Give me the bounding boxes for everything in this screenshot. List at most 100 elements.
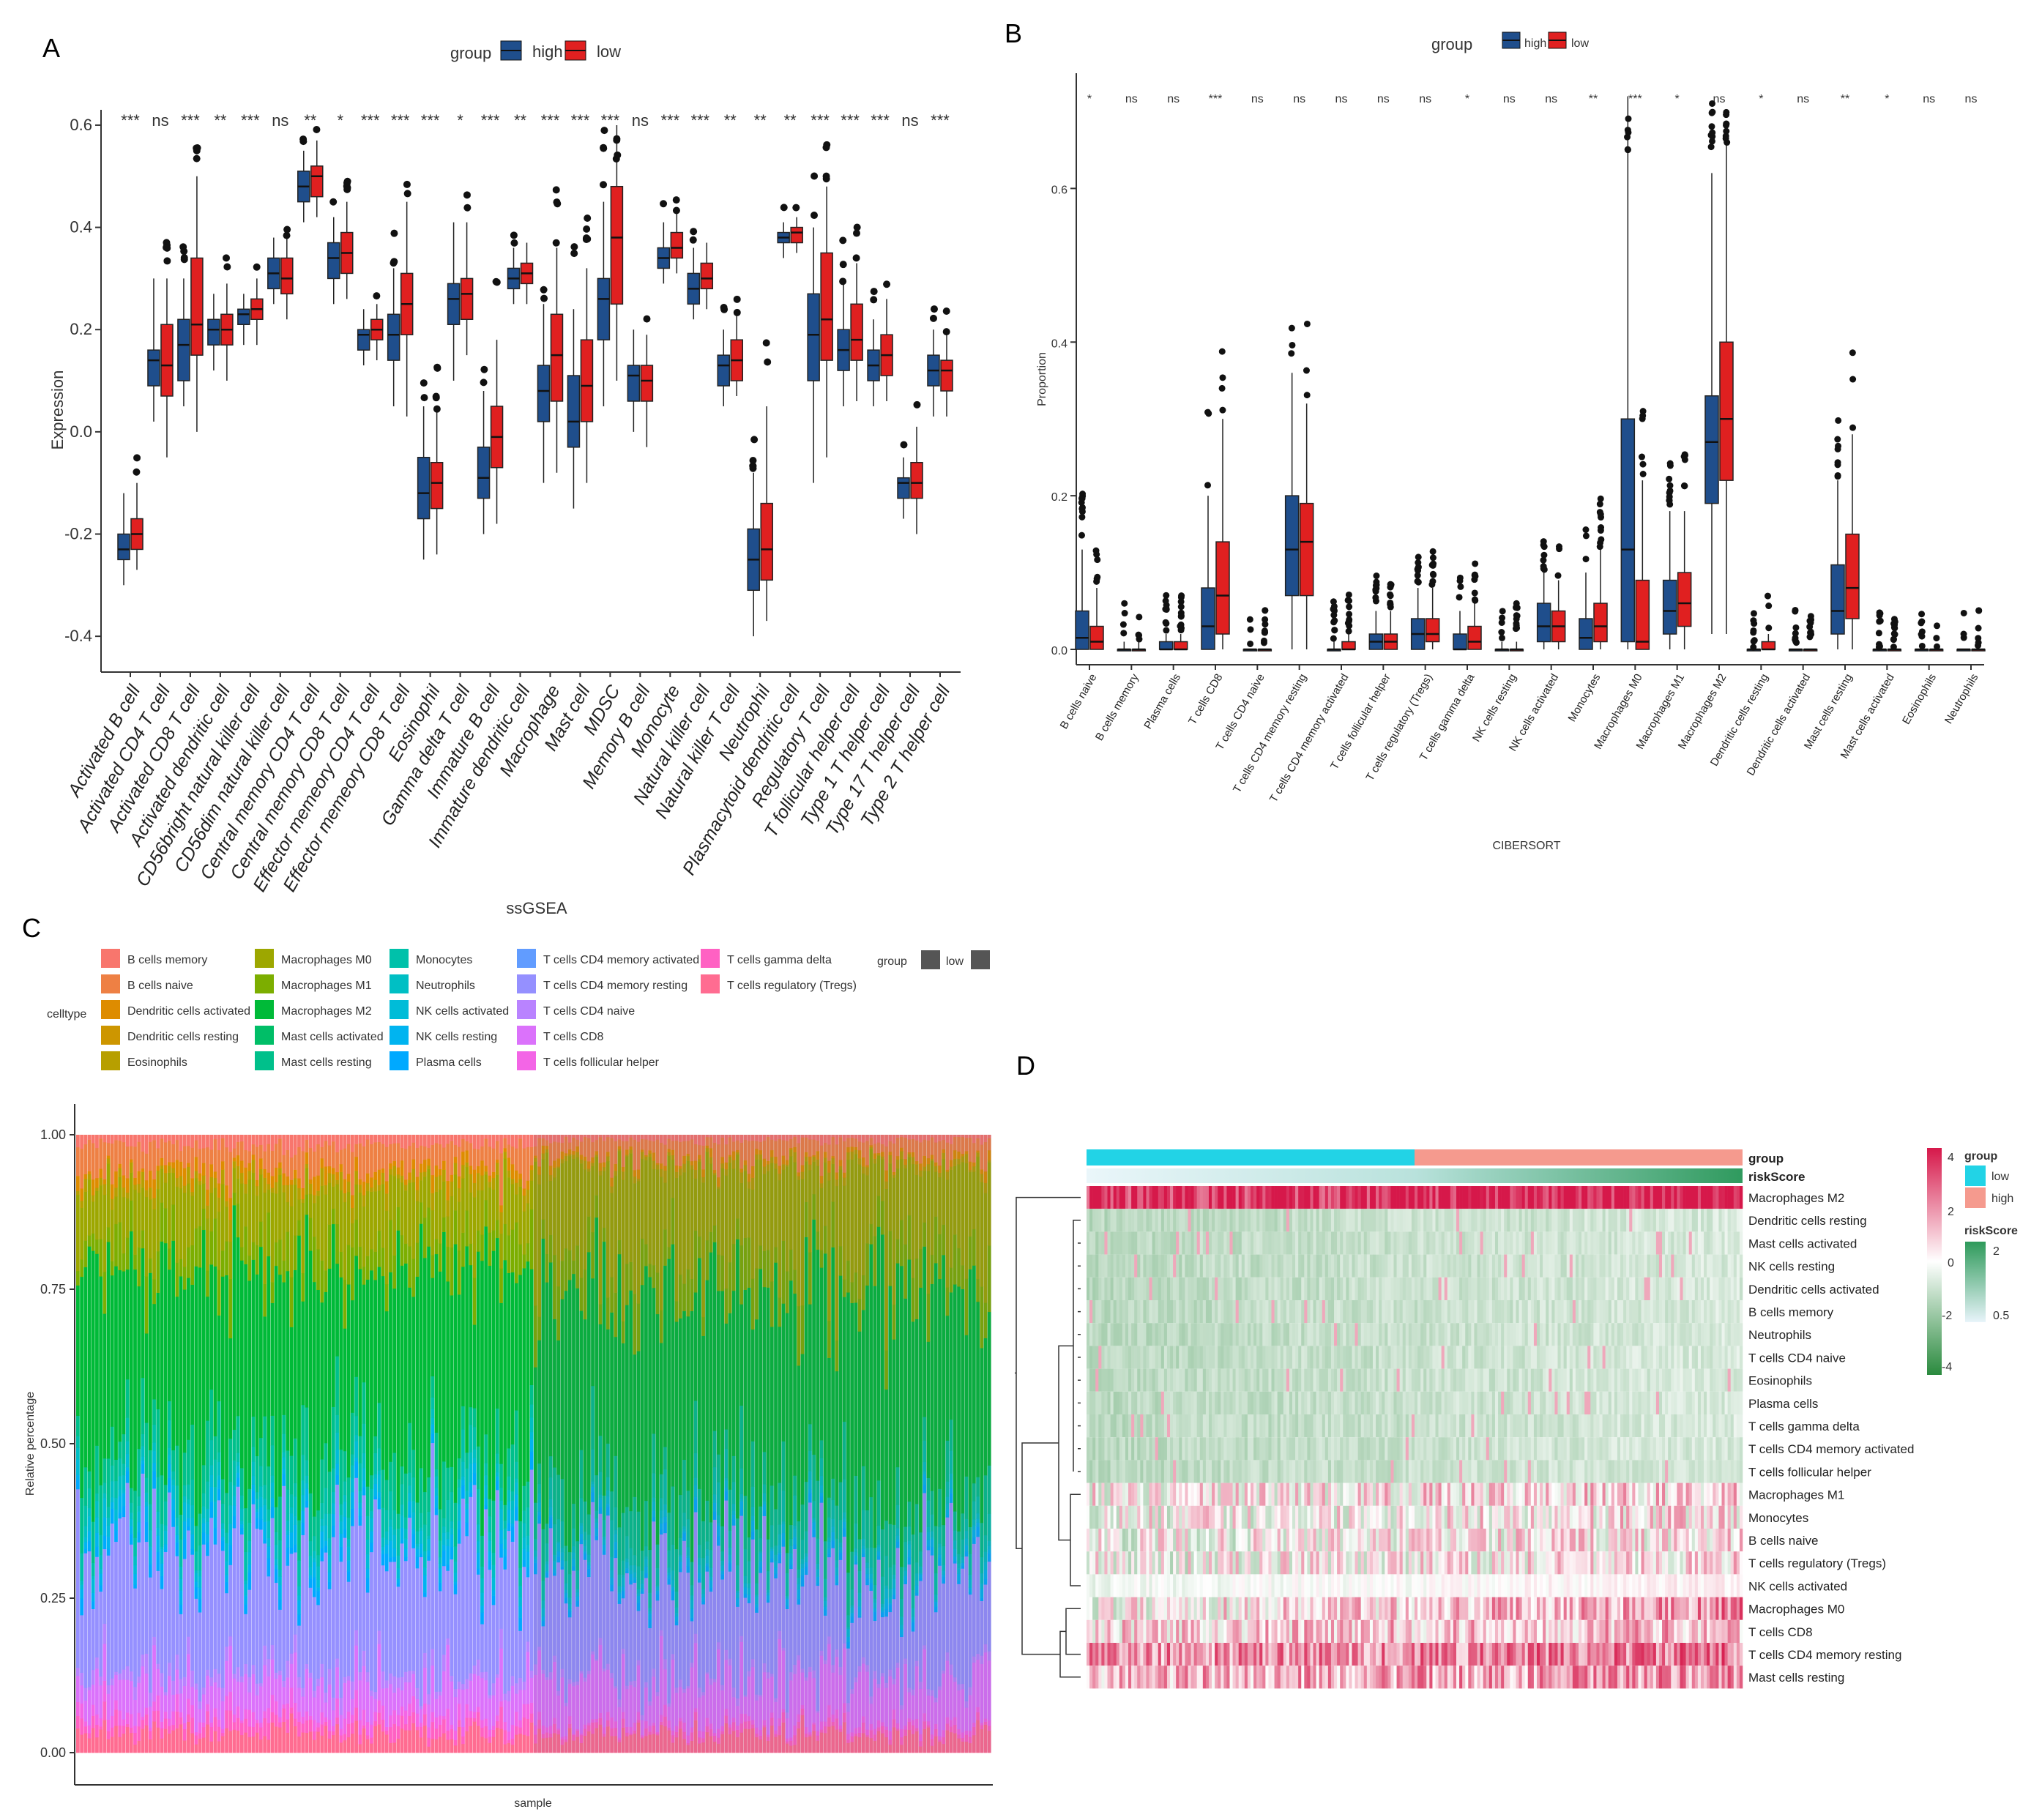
bar-segment-t-cells-cd4-memory-resting: [579, 1543, 584, 1671]
bar-segment-monocytes: [747, 1561, 751, 1584]
bar-segment-b-cells-memory: [415, 1135, 420, 1149]
bar-segment-nk-cells-activated: [293, 1516, 297, 1525]
sample-bar: [617, 1135, 622, 1753]
bar-segment-t-cells-follicular-helper: [370, 1724, 373, 1738]
bar-segment-mast-cells-resting: [812, 1454, 816, 1502]
bar-segment-t-cells-cd4-naive: [457, 1681, 461, 1690]
bar-segment-b-cells-memory: [156, 1135, 160, 1149]
bar-segment-b-cells-naive: [800, 1137, 805, 1166]
bar-segment-t-cells-cd8: [289, 1663, 294, 1688]
bar-segment-t-cells-cd4-naive: [209, 1677, 214, 1687]
bar-segment-monocytes: [354, 1415, 358, 1436]
bar-segment-macrophages-m1: [575, 1245, 580, 1288]
bar-segment-t-cells-cd4-naive: [168, 1663, 171, 1676]
bar-segment-t-cells-cd4-naive: [411, 1670, 416, 1674]
bar-segment-nk-cells-activated: [400, 1515, 404, 1528]
bar-segment-dendritic-cells-activated: [709, 1148, 713, 1157]
bar-segment-mast-cells-resting: [518, 1521, 522, 1568]
bar-segment-t-cells-follicular-helper: [503, 1721, 507, 1731]
bar-segment-macrophages-m0: [389, 1174, 392, 1220]
bar-segment-nk-cells-activated: [301, 1494, 305, 1512]
bar-segment-nk-cells-activated: [358, 1502, 362, 1509]
low-outlier: [1849, 376, 1857, 383]
bar-segment-macrophages-m0: [156, 1189, 160, 1252]
bar-segment-macrophages-m2: [548, 1262, 553, 1457]
bar-segment-eosinophils: [403, 1185, 408, 1191]
bar-segment-nk-cells-resting: [736, 1597, 739, 1605]
bar-segment-neutrophils: [389, 1519, 392, 1527]
bar-segment-t-cells-cd8: [434, 1698, 439, 1718]
sample-bar: [163, 1135, 168, 1753]
bar-segment-t-cells-gamma-delta: [731, 1722, 736, 1731]
low-outlier: [1639, 470, 1647, 477]
sample-bar: [522, 1135, 526, 1753]
bar-segment-dendritic-cells-activated: [797, 1172, 801, 1176]
bar-segment-t-cells-follicular-helper: [736, 1725, 739, 1730]
bar-segment-t-cells-cd4-memory-resting: [118, 1518, 122, 1674]
bar-segment-t-cells-regulatory-tregs: [556, 1734, 561, 1753]
bar-segment-b-cells-memory: [278, 1135, 282, 1139]
sample-bar: [693, 1135, 698, 1753]
bar-segment-macrophages-m1: [129, 1200, 133, 1232]
high-outlier: [1457, 583, 1464, 590]
bar-segment-b-cells-naive: [274, 1144, 278, 1168]
sample-bar: [99, 1135, 103, 1753]
bar-segment-mast-cells-resting: [617, 1527, 622, 1575]
bar-segment-t-cells-cd4-memory-resting: [168, 1492, 171, 1663]
legend-label-t-cells-gamma-delta: T cells gamma delta: [727, 954, 832, 966]
bar-segment-monocytes: [396, 1528, 400, 1556]
bar-segment-t-cells-cd4-memory-resting: [427, 1560, 431, 1695]
bar-segment-t-cells-gamma-delta: [239, 1723, 244, 1736]
bar-segment-t-cells-follicular-helper: [206, 1704, 209, 1712]
bar-segment-nk-cells-activated: [365, 1554, 370, 1569]
sample-bar: [476, 1135, 480, 1753]
bar-segment-nk-cells-activated: [510, 1510, 515, 1524]
bar-segment-monocytes: [586, 1534, 591, 1555]
bar-segment-macrophages-m2: [495, 1237, 499, 1409]
bar-segment-eosinophils: [705, 1147, 709, 1152]
bar-segment-t-cells-cd8: [129, 1680, 133, 1715]
sig-label: ns: [1251, 93, 1264, 105]
bar-segment-t-cells-regulatory-tregs: [583, 1735, 587, 1753]
legend-label-macrophages-m1: Macrophages M1: [281, 980, 372, 992]
bar-segment-plasma-cells: [457, 1529, 461, 1544]
bar-segment-macrophages-m0: [529, 1180, 534, 1210]
bar-segment-macrophages-m2: [99, 1276, 103, 1485]
bar-segment-nk-cells-resting: [236, 1472, 240, 1478]
bar-segment-nk-cells-resting: [621, 1586, 625, 1592]
sample-bar: [194, 1135, 198, 1753]
bar-segment-dendritic-cells-activated: [129, 1159, 133, 1163]
bar-segment-t-cells-follicular-helper: [137, 1712, 141, 1727]
bar-segment-dendritic-cells-activated: [251, 1154, 256, 1160]
bar-segment-b-cells-naive: [179, 1150, 183, 1162]
bar-segment-macrophages-m0: [331, 1186, 335, 1209]
bar-segment-t-cells-cd4-memory-resting: [774, 1578, 778, 1698]
category-label: T cells CD4 memory activated: [1267, 672, 1352, 805]
category-label: NK cells resting: [1470, 672, 1519, 745]
bar-segment-plasma-cells: [293, 1544, 297, 1553]
bar-segment-plasma-cells: [567, 1611, 572, 1618]
low-outlier: [1722, 133, 1729, 140]
bar-segment-t-cells-gamma-delta: [797, 1721, 801, 1728]
bar-segment-nk-cells-resting: [133, 1573, 137, 1585]
bar-segment-nk-cells-resting: [808, 1489, 812, 1493]
bar-segment-plasma-cells: [358, 1515, 362, 1526]
bar-segment-mast-cells-resting: [217, 1401, 221, 1452]
bar-segment-nk-cells-resting: [610, 1578, 614, 1585]
bar-segment-t-cells-cd4-naive: [762, 1663, 767, 1673]
bar-segment-nk-cells-resting: [484, 1497, 488, 1506]
bar-segment-t-cells-cd4-naive: [308, 1672, 313, 1678]
low-outlier: [373, 292, 381, 300]
bar-segment-neutrophils: [488, 1532, 492, 1541]
box-group-mast-cells-resting: **Mast cells resting: [1802, 93, 1860, 751]
bar-segment-b-cells-memory: [411, 1135, 416, 1143]
bar-segment-nk-cells-activated: [331, 1502, 335, 1515]
sample-bar: [239, 1135, 244, 1753]
high-outlier: [1792, 624, 1800, 631]
bar-segment-nk-cells-activated: [339, 1521, 343, 1534]
bar-segment-t-cells-cd4-naive: [419, 1706, 423, 1709]
bar-segment-macrophages-m2: [301, 1301, 305, 1406]
bar-segment-dendritic-cells-activated: [373, 1171, 378, 1180]
bar-segment-mast-cells-resting: [591, 1385, 595, 1450]
bar-segment-b-cells-memory: [305, 1135, 309, 1140]
